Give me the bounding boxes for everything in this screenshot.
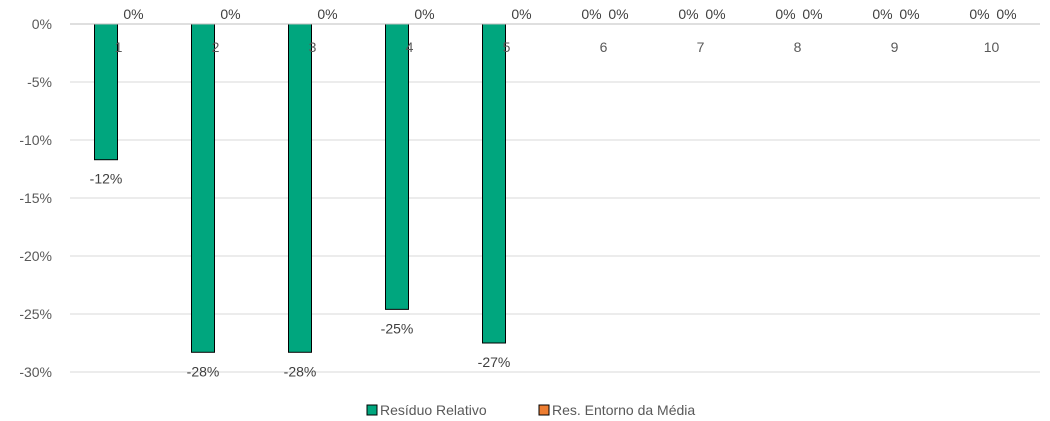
data-label-res-entorno: 0% — [511, 6, 531, 22]
y-tick-label: -20% — [19, 248, 52, 264]
y-tick-label: -30% — [19, 364, 52, 380]
x-tick-label: 1 — [115, 39, 123, 55]
data-label-residuo-relativo: 0% — [581, 6, 601, 22]
data-label-residuo-relativo: -28% — [284, 363, 317, 379]
y-tick-label: -15% — [19, 190, 52, 206]
data-label-residuo-relativo: 0% — [969, 6, 989, 22]
data-label-residuo-relativo: -25% — [381, 320, 414, 336]
x-tick-label: 2 — [212, 39, 220, 55]
bar-residuo-relativo — [482, 23, 506, 344]
data-labels: -12% 0% -28% 0% -28% 0% -25% 0% -27% 0% 0% 0% 0% 0% 0%… — [90, 6, 1017, 379]
data-label-residuo-relativo: 0% — [775, 6, 795, 22]
data-label-res-entorno: 0% — [123, 6, 143, 22]
bar-residuo-relativo — [385, 23, 409, 310]
data-label-res-entorno: 0% — [705, 6, 725, 22]
x-tick-label: 3 — [309, 39, 317, 55]
y-tick-label: -10% — [19, 132, 52, 148]
legend-item-res-entorno: Res. Entorno da Média — [552, 402, 695, 418]
legend-swatch — [538, 404, 550, 416]
bars — [94, 23, 506, 353]
data-label-res-entorno: 0% — [220, 6, 240, 22]
data-label-residuo-relativo: -12% — [90, 171, 123, 187]
bar-residuo-relativo — [191, 23, 215, 353]
data-label-residuo-relativo: -28% — [187, 363, 220, 379]
data-label-res-entorno: 0% — [996, 6, 1016, 22]
data-label-res-entorno: 0% — [414, 6, 434, 22]
bar-residuo-relativo — [288, 23, 312, 353]
x-tick-label: 4 — [406, 39, 414, 55]
x-axis: 1 2 3 4 5 6 7 8 9 10 — [70, 23, 1040, 55]
data-label-res-entorno: 0% — [317, 6, 337, 22]
x-tick-label: 8 — [794, 39, 802, 55]
y-tick-label: -5% — [27, 74, 52, 90]
x-tick-label: 5 — [503, 39, 511, 55]
y-tick-label: 0% — [32, 16, 52, 32]
data-label-res-entorno: 0% — [802, 6, 822, 22]
data-label-res-entorno: 0% — [899, 6, 919, 22]
gridlines — [70, 23, 1040, 373]
x-tick-label: 10 — [984, 39, 1000, 55]
x-tick-label: 6 — [600, 39, 608, 55]
y-axis: 0% -5% -10% -15% -20% -25% -30% — [19, 16, 52, 380]
legend-swatch — [366, 404, 378, 416]
data-label-res-entorno: 0% — [608, 6, 628, 22]
data-label-residuo-relativo: 0% — [678, 6, 698, 22]
x-tick-label: 9 — [891, 39, 899, 55]
legend-item-residuo-relativo: Resíduo Relativo — [380, 402, 487, 418]
y-tick-label: -25% — [19, 306, 52, 322]
data-label-residuo-relativo: 0% — [872, 6, 892, 22]
legend: Resíduo Relativo Res. Entorno da Média — [366, 402, 695, 418]
x-tick-label: 7 — [697, 39, 705, 55]
data-label-residuo-relativo: -27% — [478, 354, 511, 370]
